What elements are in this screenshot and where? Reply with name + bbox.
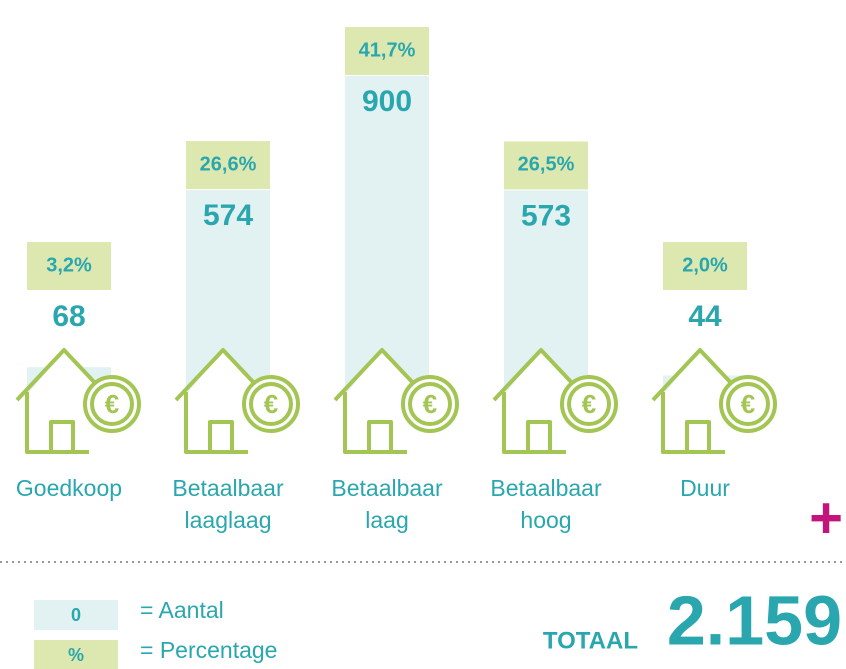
coin-inner <box>249 382 293 426</box>
category-label: Betaalbaar laaglaag <box>172 475 284 533</box>
house-icon: € <box>492 348 618 454</box>
percentage-label: 41,7% <box>359 39 416 61</box>
house-fill <box>27 350 99 452</box>
category-line: Betaalbaar <box>331 475 443 501</box>
legend-name: = Percentage <box>140 637 277 663</box>
euro-sign: € <box>582 389 596 419</box>
count-label: 573 <box>521 199 571 232</box>
house-outline <box>492 348 576 454</box>
count-label: 44 <box>688 300 722 333</box>
house-icon: € <box>15 348 141 454</box>
count-label: 900 <box>362 85 412 118</box>
house-fill <box>345 350 417 452</box>
category-label: Duur <box>680 475 730 501</box>
house-outline <box>333 348 417 454</box>
legend-swatch <box>34 600 118 630</box>
euro-sign: € <box>741 389 755 419</box>
euro-sign: € <box>423 389 437 419</box>
category-label: Goedkoop <box>16 475 122 501</box>
percentage-label: 26,6% <box>200 153 257 175</box>
legend-swatch <box>34 640 118 669</box>
coin-inner <box>567 382 611 426</box>
count-label: 574 <box>203 199 253 232</box>
legend-name: = Aantal <box>140 597 224 623</box>
percentage-label: 26,5% <box>518 154 575 176</box>
legend-symbol: % <box>68 645 84 665</box>
house-icon: € <box>651 348 777 454</box>
percentage-box <box>27 242 111 290</box>
percentage-box <box>504 141 588 190</box>
coin-inner <box>90 382 134 426</box>
percentage-label: 3,2% <box>46 254 92 276</box>
house-icon: € <box>174 348 300 454</box>
total-value: 2.159 <box>667 581 842 659</box>
house-fill <box>504 350 576 452</box>
house-outline <box>174 348 258 454</box>
percentage-box <box>186 141 270 190</box>
house-outline <box>651 348 735 454</box>
euro-sign: € <box>264 389 278 419</box>
category-line: hoog <box>520 507 571 533</box>
category-line: Betaalbaar <box>490 475 602 501</box>
house-fill <box>663 350 735 452</box>
total-label: TOTAAL <box>543 627 638 654</box>
percentage-box <box>345 27 429 75</box>
coin-inner <box>408 382 452 426</box>
euro-sign: € <box>105 389 119 419</box>
percentage-label: 2,0% <box>682 254 728 276</box>
plus-sign: + <box>809 485 843 550</box>
category-line: laaglaag <box>185 507 272 533</box>
category-label: Betaalbaar hoog <box>490 475 602 533</box>
category-label: Betaalbaar laag <box>331 475 443 533</box>
category-line: Betaalbaar <box>172 475 284 501</box>
house-outline <box>15 348 99 454</box>
percentage-box <box>663 242 747 290</box>
count-label: 68 <box>52 300 85 333</box>
coin-inner <box>726 382 770 426</box>
legend-symbol: 0 <box>71 605 81 625</box>
house-fill <box>186 350 258 452</box>
house-icon: € <box>333 348 459 454</box>
category-line: laag <box>365 507 408 533</box>
